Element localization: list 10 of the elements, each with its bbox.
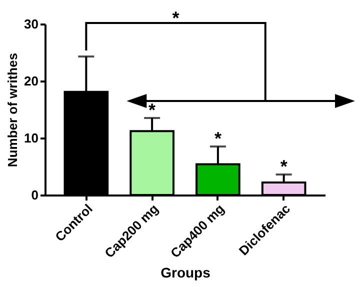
y-tick-label: 20 [24,74,38,88]
annotation: * [172,8,180,28]
y-tick-label: 30 [24,16,38,32]
annotation: * [148,100,156,120]
y-tick-label: 10 [24,130,38,146]
annotation: * [214,128,222,149]
annotation: * [280,156,288,176]
x-axis-title: Groups [160,264,211,281]
y-tick-label: 0 [31,188,38,202]
y-axis-title: Number of writhes [5,52,20,168]
